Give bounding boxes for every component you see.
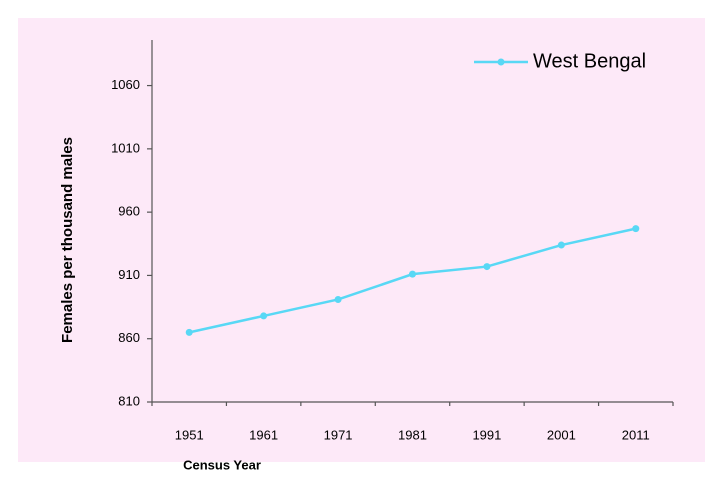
data-point [632,225,640,233]
x-tick-label: 1961 [249,427,278,442]
y-tick-label: 1060 [111,77,140,92]
x-axis-label: Census Year [183,457,261,472]
data-point [557,241,565,249]
data-point [409,270,416,278]
y-tick-label: 860 [118,330,140,345]
y-axis-label: Females per thousand males [59,137,76,343]
x-tick-label: 1971 [324,427,353,442]
data-point [185,328,193,336]
x-tick-label: 2011 [622,427,650,442]
x-tick-label: 2001 [547,427,576,442]
y-tick-label: 910 [118,267,140,282]
x-tick-label: 1951 [175,427,204,442]
x-tick-label: 1981 [398,427,427,442]
legend-marker [497,58,505,66]
data-point [334,295,342,303]
y-tick-label: 1010 [111,140,140,155]
background [18,18,705,462]
y-tick-label: 960 [118,204,140,219]
data-point [483,263,491,271]
data-point [260,312,268,320]
legend-label: West Bengal [533,50,646,72]
x-tick-label: 1991 [472,427,501,442]
y-tick-label: 810 [118,393,140,408]
